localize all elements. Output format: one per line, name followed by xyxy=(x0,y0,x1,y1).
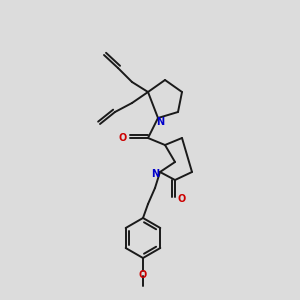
Text: O: O xyxy=(119,133,127,143)
Text: O: O xyxy=(178,194,186,204)
Text: N: N xyxy=(151,169,159,179)
Text: N: N xyxy=(156,117,164,127)
Text: O: O xyxy=(139,270,147,280)
